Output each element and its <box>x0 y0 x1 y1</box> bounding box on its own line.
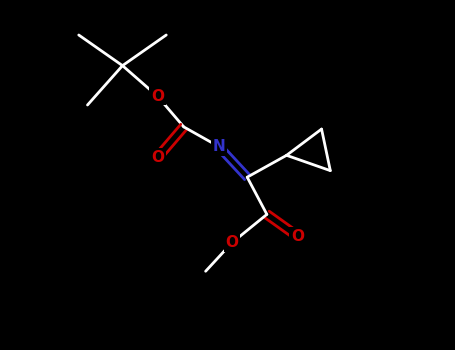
Text: N: N <box>212 139 225 154</box>
Text: O: O <box>151 89 164 104</box>
Text: O: O <box>151 150 164 165</box>
Text: O: O <box>225 235 238 250</box>
Text: O: O <box>291 229 304 244</box>
